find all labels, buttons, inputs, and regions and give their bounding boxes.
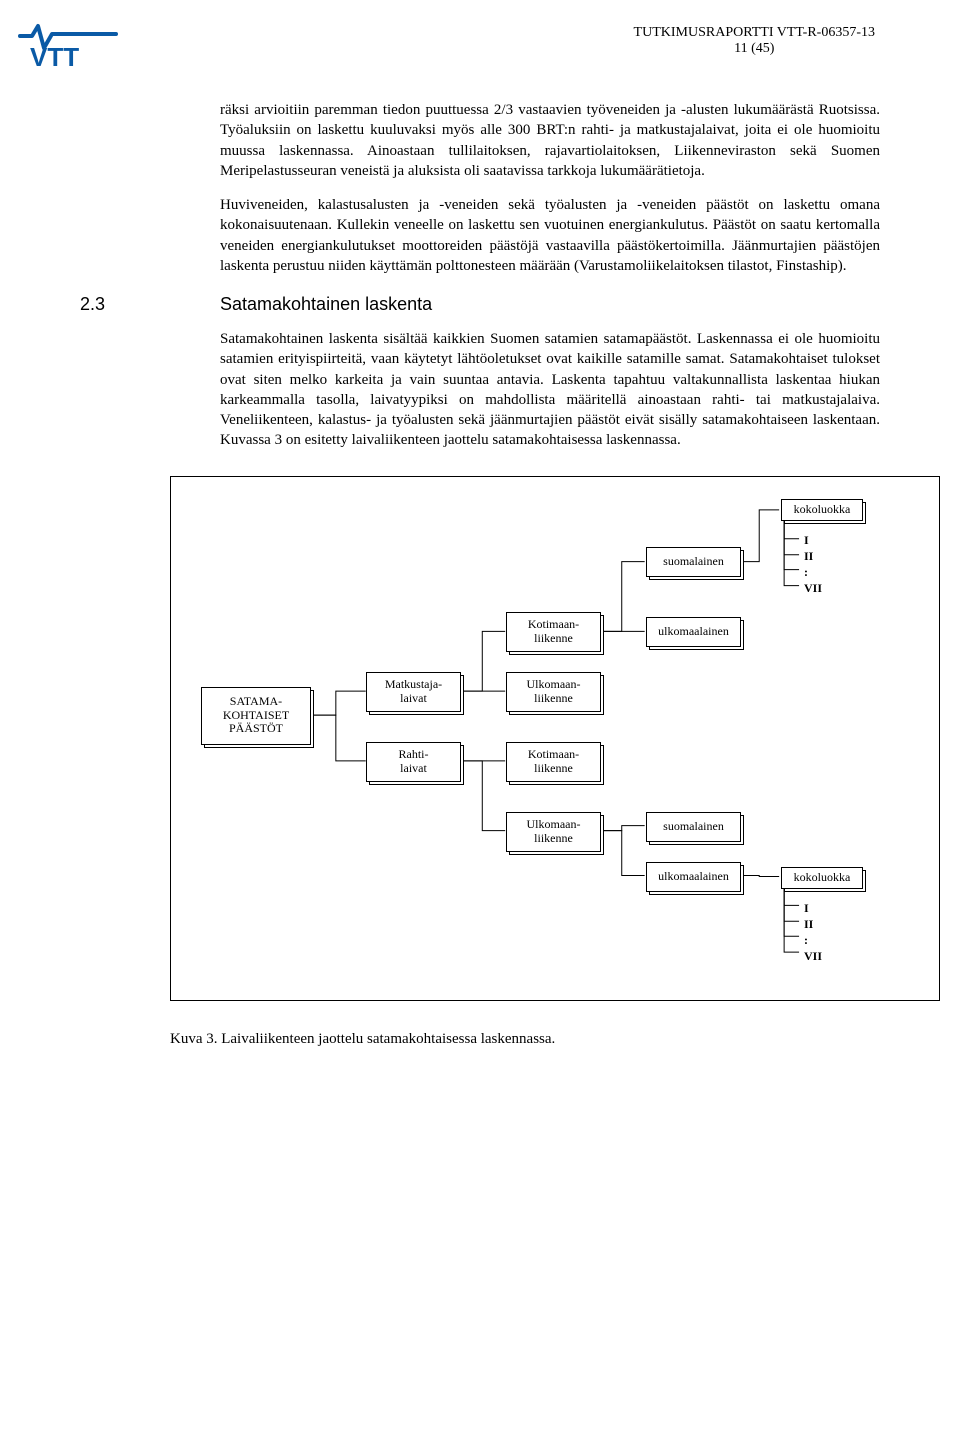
size-class-list-1: III:VII [804,900,822,965]
section-body: Satamakohtainen laskenta sisältää kaikki… [220,329,880,451]
logo-text: VTT [30,42,79,72]
diagram-node-rahti: Rahti-laivat [366,742,461,782]
body-text-block: räksi arvioitiin paremman tiedon puuttue… [220,100,880,276]
paragraph-2: Huviveneiden, kalastusalusten ja -veneid… [220,195,880,276]
vtt-logo: VTT [18,20,118,77]
diagram-node-root: SATAMA-KOHTAISETPÄÄSTÖT [201,687,311,745]
paragraph-1: räksi arvioitiin paremman tiedon puuttue… [220,100,880,181]
diagram-node-ulko2: Ulkomaan-liikenne [506,812,601,852]
page-header: TUTKIMUSRAPORTTI VTT-R-06357-13 11 (45) [634,25,875,57]
diagram-node-ulko1: Ulkomaan-liikenne [506,672,601,712]
diagram-node-kokol1: kokoluokka [781,499,863,521]
diagram-node-ulkom1: ulkomaalainen [646,617,741,647]
page-number: 11 (45) [634,41,875,57]
diagram-node-koti1: Kotimaan-liikenne [506,612,601,652]
diagram-node-koti2: Kotimaan-liikenne [506,742,601,782]
diagram-node-ulkom2: ulkomaalainen [646,862,741,892]
section-paragraph: Satamakohtainen laskenta sisältää kaikki… [220,329,880,451]
section-heading: 2.3 Satamakohtainen laskenta [80,294,880,315]
hierarchy-diagram: SATAMA-KOHTAISETPÄÄSTÖT Matkustaja-laivat… [170,476,940,1001]
section-title: Satamakohtainen laskenta [220,294,880,315]
figure-caption: Kuva 3. Laivaliikenteen jaottelu satamak… [170,1031,880,1048]
diagram-node-suom2: suomalainen [646,812,741,842]
report-id: TUTKIMUSRAPORTTI VTT-R-06357-13 [634,25,875,41]
diagram-node-suom1: suomalainen [646,547,741,577]
diagram-node-kokol2: kokoluokka [781,867,863,889]
diagram-node-matkustaja: Matkustaja-laivat [366,672,461,712]
section-number: 2.3 [80,294,220,315]
size-class-list-0: III:VII [804,532,822,597]
